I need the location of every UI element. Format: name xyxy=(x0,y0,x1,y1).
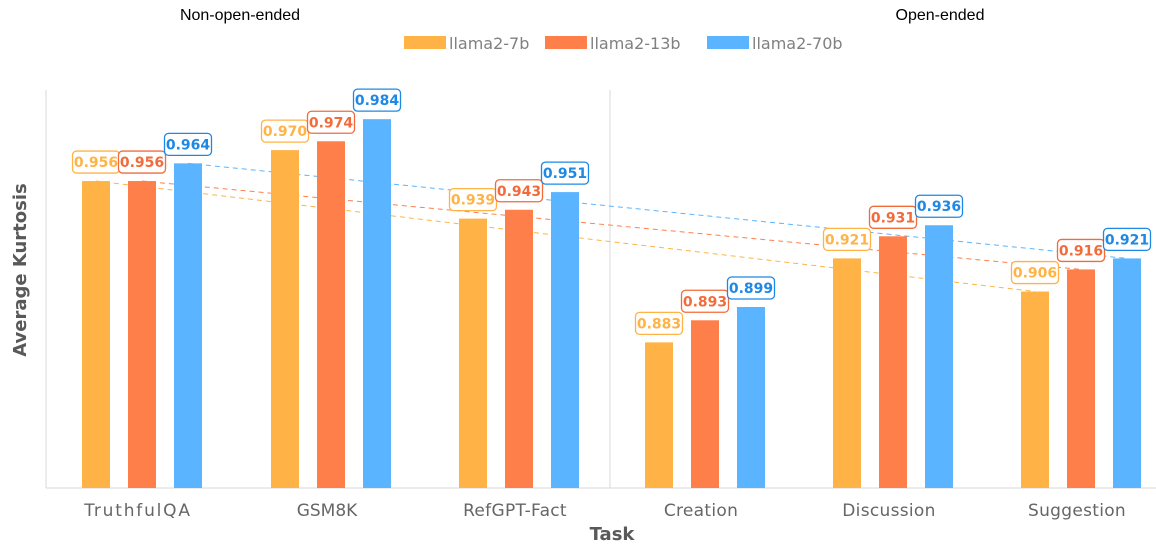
svg-text:0.921: 0.921 xyxy=(825,232,869,248)
data-label-llama2-70b-Discussion: 0.936 xyxy=(914,194,964,218)
svg-text:0.931: 0.931 xyxy=(871,210,915,226)
bar-llama2-13b-TruthfulQA xyxy=(128,181,156,489)
y-axis-title: Average Kurtosis xyxy=(10,183,31,357)
data-label-llama2-7b-GSM8K: 0.970 xyxy=(260,119,310,143)
trend-lines xyxy=(95,162,1128,293)
bar-llama2-13b-GSM8K xyxy=(317,141,345,488)
legend-label-llama2-7b: llama2-7b xyxy=(449,34,529,53)
svg-text:0.956: 0.956 xyxy=(120,155,164,171)
data-label-llama2-13b-GSM8K: 0.974 xyxy=(306,110,356,134)
data-label-llama2-13b-Creation: 0.893 xyxy=(680,289,730,313)
x-tick-RefGPT-Fact: RefGPT-Fact xyxy=(463,501,567,521)
x-tick-Suggestion: Suggestion xyxy=(1028,501,1126,521)
svg-text:0.974: 0.974 xyxy=(309,115,354,131)
x-tick-Discussion: Discussion xyxy=(842,501,935,521)
data-label-llama2-13b-Discussion: 0.931 xyxy=(868,205,918,229)
x-tick-Creation: Creation xyxy=(664,501,738,521)
svg-text:0.893: 0.893 xyxy=(683,294,727,310)
legend-swatch-llama2-70b xyxy=(707,36,749,49)
bar-llama2-7b-Discussion xyxy=(833,258,861,488)
svg-text:0.951: 0.951 xyxy=(543,166,587,182)
data-label-llama2-7b-Creation: 0.883 xyxy=(634,311,684,336)
legend-swatch-llama2-13b xyxy=(545,36,587,49)
bar-llama2-13b-Suggestion xyxy=(1067,269,1095,488)
svg-text:0.956: 0.956 xyxy=(74,155,118,171)
bar-llama2-13b-RefGPT-Fact xyxy=(505,209,533,488)
bar-llama2-70b-Discussion xyxy=(925,225,953,489)
bar-llama2-70b-GSM8K xyxy=(363,119,391,488)
data-label-llama2-13b-RefGPT-Fact: 0.943 xyxy=(494,179,544,203)
bar-llama2-13b-Discussion xyxy=(879,236,907,488)
group-title-non-open-ended: Non-open-ended xyxy=(180,7,300,24)
legend-label-llama2-70b: llama2-70b xyxy=(752,34,843,53)
data-label-llama2-70b-RefGPT-Fact: 0.951 xyxy=(540,161,590,185)
bar-llama2-7b-GSM8K xyxy=(271,150,299,488)
bar-llama2-70b-TruthfulQA xyxy=(174,163,202,489)
svg-text:0.943: 0.943 xyxy=(497,184,541,200)
bars xyxy=(82,119,1141,489)
data-label-llama2-13b-TruthfulQA: 0.956 xyxy=(117,150,167,174)
x-tick-TruthfulQA: TruthfulQA xyxy=(83,501,192,521)
bar-llama2-7b-TruthfulQA xyxy=(82,181,110,489)
svg-text:0.916: 0.916 xyxy=(1059,243,1103,259)
bar-llama2-7b-Suggestion xyxy=(1021,291,1049,488)
svg-text:0.899: 0.899 xyxy=(729,281,773,297)
data-label-llama2-7b-Discussion: 0.921 xyxy=(822,227,872,252)
x-axis-title: Task xyxy=(590,524,636,545)
bar-llama2-7b-Creation xyxy=(645,342,673,488)
bar-llama2-7b-RefGPT-Fact xyxy=(459,218,487,489)
data-label-llama2-70b-TruthfulQA: 0.964 xyxy=(163,132,213,157)
svg-text:0.939: 0.939 xyxy=(451,193,495,209)
data-label-llama2-70b-GSM8K: 0.984 xyxy=(352,88,402,112)
data-label-llama2-7b-TruthfulQA: 0.956 xyxy=(71,150,121,174)
legend: llama2-7b llama2-13b llama2-70b xyxy=(404,34,843,53)
svg-text:0.936: 0.936 xyxy=(917,199,961,215)
svg-text:0.883: 0.883 xyxy=(637,316,681,332)
data-label-llama2-7b-Suggestion: 0.906 xyxy=(1010,260,1060,285)
data-label-llama2-7b-RefGPT-Fact: 0.939 xyxy=(448,187,498,212)
data-label-llama2-70b-Creation: 0.899 xyxy=(726,276,776,300)
data-label-llama2-70b-Suggestion: 0.921 xyxy=(1102,227,1152,252)
x-tick-labels: TruthfulQA GSM8K RefGPT-Fact Creation Discus… xyxy=(83,501,1126,521)
bar-llama2-70b-Creation xyxy=(737,307,765,488)
bar-llama2-70b-Suggestion xyxy=(1113,258,1141,488)
bar-llama2-70b-RefGPT-Fact xyxy=(551,192,579,488)
group-title-open-ended: Open-ended xyxy=(896,7,985,24)
legend-label-llama2-13b: llama2-13b xyxy=(590,34,681,53)
svg-text:0.964: 0.964 xyxy=(166,137,211,153)
data-label-llama2-13b-Suggestion: 0.916 xyxy=(1056,238,1106,263)
svg-text:0.921: 0.921 xyxy=(1105,232,1149,248)
legend-swatch-llama2-7b xyxy=(404,36,446,49)
svg-text:0.906: 0.906 xyxy=(1013,266,1057,282)
svg-text:0.984: 0.984 xyxy=(355,93,400,109)
svg-text:0.970: 0.970 xyxy=(263,124,308,140)
data-labels: 0.956 0.970 0.939 0.883 0.921 0.906 0.956 0.974… xyxy=(71,88,1152,336)
x-tick-GSM8K: GSM8K xyxy=(297,501,358,521)
bar-llama2-13b-Creation xyxy=(691,320,719,488)
